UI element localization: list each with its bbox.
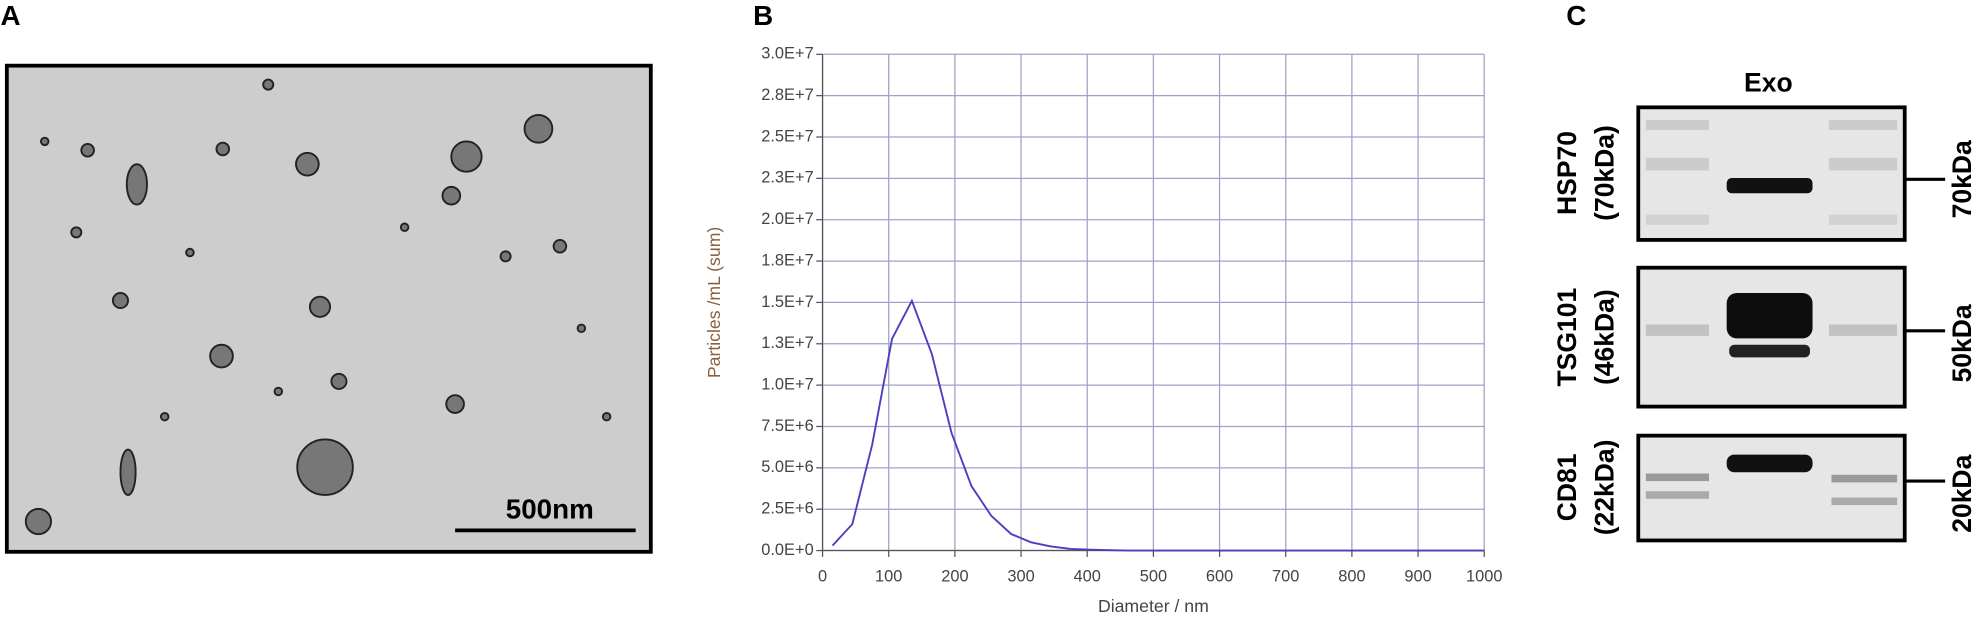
y-axis-label: Particles /mL (sum): [704, 227, 724, 378]
y-tick-label: 3.0E+7: [761, 45, 813, 63]
marker-label: 20kDa: [1947, 454, 1977, 532]
chart: 0.0E+0 2.5E+6 5.0E+6 7.5E+6 1.0E+7 1.3E+7 1.5E…: [704, 45, 1503, 616]
x-tick-label: 600: [1206, 567, 1233, 585]
data-line: [831, 298, 1485, 552]
blot-title: Exo: [1744, 68, 1793, 98]
protein-label: HSP70: [1552, 131, 1582, 215]
x-tick-label: 500: [1140, 567, 1167, 585]
y-tick-label: 0.0E+0: [761, 541, 813, 559]
tem-image: [4, 63, 653, 554]
x-tick-label: 1000: [1466, 567, 1503, 585]
marker-label: 70kDa: [1947, 140, 1977, 218]
y-tick-label: 2.5E+6: [761, 500, 813, 518]
x-tick-label: 700: [1272, 567, 1299, 585]
panel-label: C: [1566, 0, 1586, 31]
y-tick-label: 2.3E+7: [761, 169, 813, 187]
x-tick-label: 0: [818, 567, 827, 585]
scale-bar-label: 500nm: [506, 494, 594, 525]
protein-label: CD81: [1552, 454, 1582, 522]
y-tick-label: 2.0E+7: [761, 210, 813, 228]
x-tick-label: 300: [1007, 567, 1034, 585]
protein-weight: (46kDa): [1590, 289, 1620, 385]
protein-weight: (70kDa): [1590, 125, 1620, 221]
y-tick-label: 1.8E+7: [761, 251, 813, 269]
x-tick-label: 800: [1338, 567, 1365, 585]
protein-weight: (22kDa): [1590, 440, 1620, 536]
panel-label: A: [1, 0, 21, 31]
blot-images: [1636, 105, 1946, 543]
blot-labels: HSP70 (70kDa) 70kDa TSG101 (46kDa) 50kDa CD81 (…: [1552, 125, 1977, 535]
y-tick-label: 7.5E+6: [761, 417, 813, 435]
y-tick-label: 2.8E+7: [761, 86, 813, 104]
y-tick-label: 1.5E+7: [761, 293, 813, 311]
x-tick-label: 900: [1404, 567, 1431, 585]
y-tick-label: 5.0E+6: [761, 458, 813, 476]
x-tick-label: 200: [941, 567, 968, 585]
marker-label: 50kDa: [1947, 304, 1977, 382]
y-tick-label: 1.3E+7: [761, 334, 813, 352]
panel-label: B: [753, 0, 773, 31]
y-tick-label: 1.0E+7: [761, 375, 813, 393]
x-axis-label: Diameter / nm: [1098, 596, 1209, 616]
protein-label: TSG101: [1552, 288, 1582, 387]
x-tick-label: 100: [875, 567, 902, 585]
x-tick-label: 400: [1074, 567, 1101, 585]
y-tick-label: 2.5E+7: [761, 127, 813, 145]
